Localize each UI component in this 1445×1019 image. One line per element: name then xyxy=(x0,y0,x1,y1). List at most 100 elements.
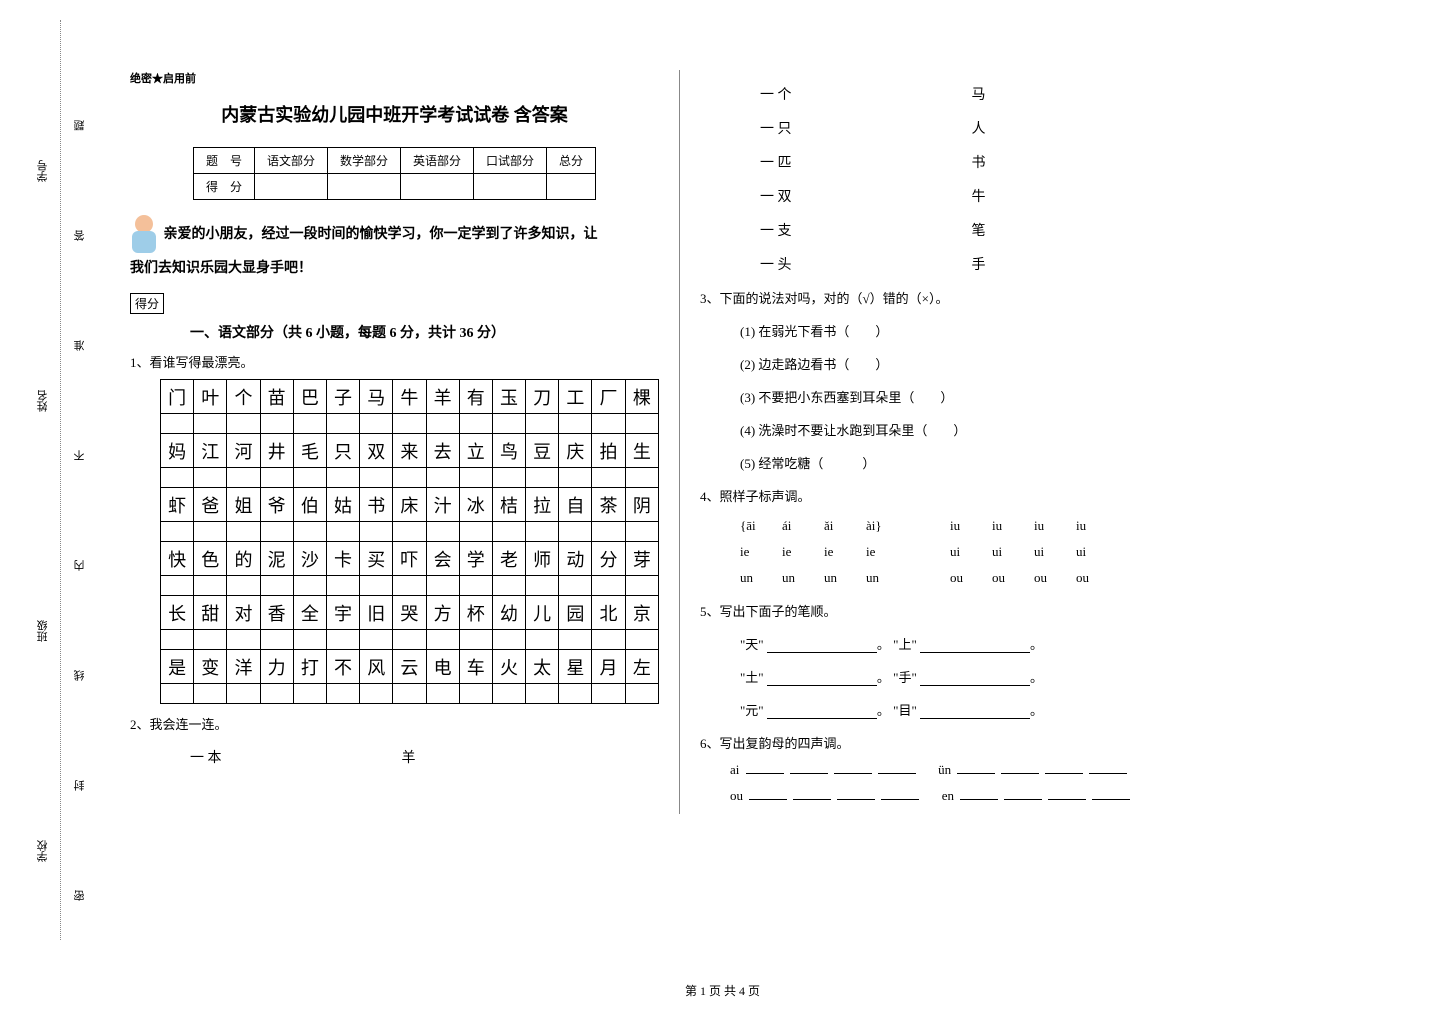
blank-cell[interactable] xyxy=(393,468,426,488)
blank-cell[interactable] xyxy=(360,468,393,488)
blank-cell[interactable] xyxy=(326,522,359,542)
tblank[interactable] xyxy=(837,788,875,800)
blank-cell[interactable] xyxy=(161,576,194,596)
blank-cell[interactable] xyxy=(459,630,492,650)
blank-cell[interactable] xyxy=(492,414,525,434)
blank-cell[interactable] xyxy=(293,468,326,488)
tblank[interactable] xyxy=(834,762,872,774)
blank[interactable] xyxy=(767,639,877,653)
blank-cell[interactable] xyxy=(526,630,559,650)
blank-cell[interactable] xyxy=(526,576,559,596)
blank-cell[interactable] xyxy=(227,576,260,596)
blank-cell[interactable] xyxy=(459,414,492,434)
tblank[interactable] xyxy=(878,762,916,774)
tblank[interactable] xyxy=(746,762,784,774)
blank-cell[interactable] xyxy=(293,684,326,704)
blank-cell[interactable] xyxy=(625,684,658,704)
blank-cell[interactable] xyxy=(326,414,359,434)
blank-cell[interactable] xyxy=(194,630,227,650)
blank-cell[interactable] xyxy=(260,522,293,542)
blank-cell[interactable] xyxy=(592,576,625,596)
blank-cell[interactable] xyxy=(161,630,194,650)
blank-cell[interactable] xyxy=(360,522,393,542)
blank-cell[interactable] xyxy=(360,576,393,596)
tblank[interactable] xyxy=(960,788,998,800)
blank-cell[interactable] xyxy=(260,414,293,434)
blank-cell[interactable] xyxy=(492,576,525,596)
blank-cell[interactable] xyxy=(592,684,625,704)
blank-cell[interactable] xyxy=(161,684,194,704)
blank-cell[interactable] xyxy=(393,576,426,596)
cell-1[interactable] xyxy=(254,174,327,200)
blank-cell[interactable] xyxy=(326,468,359,488)
blank-cell[interactable] xyxy=(426,414,459,434)
blank-cell[interactable] xyxy=(625,468,658,488)
blank-cell[interactable] xyxy=(426,576,459,596)
blank-cell[interactable] xyxy=(492,468,525,488)
blank-cell[interactable] xyxy=(625,522,658,542)
tblank[interactable] xyxy=(790,762,828,774)
blank-cell[interactable] xyxy=(293,522,326,542)
blank-cell[interactable] xyxy=(293,414,326,434)
blank-cell[interactable] xyxy=(592,414,625,434)
blank-cell[interactable] xyxy=(592,468,625,488)
blank-cell[interactable] xyxy=(194,522,227,542)
blank-cell[interactable] xyxy=(559,522,592,542)
tblank[interactable] xyxy=(1045,762,1083,774)
cell-4[interactable] xyxy=(474,174,547,200)
blank-cell[interactable] xyxy=(260,630,293,650)
blank-cell[interactable] xyxy=(393,414,426,434)
tblank[interactable] xyxy=(1004,788,1042,800)
tblank[interactable] xyxy=(1001,762,1039,774)
tblank[interactable] xyxy=(957,762,995,774)
blank-cell[interactable] xyxy=(559,468,592,488)
blank-cell[interactable] xyxy=(426,522,459,542)
cell-3[interactable] xyxy=(401,174,474,200)
tblank[interactable] xyxy=(749,788,787,800)
blank-cell[interactable] xyxy=(161,522,194,542)
blank-cell[interactable] xyxy=(592,630,625,650)
blank-cell[interactable] xyxy=(326,630,359,650)
blank-cell[interactable] xyxy=(194,576,227,596)
tblank[interactable] xyxy=(1048,788,1086,800)
tblank[interactable] xyxy=(881,788,919,800)
blank-cell[interactable] xyxy=(393,684,426,704)
blank-cell[interactable] xyxy=(459,522,492,542)
blank[interactable] xyxy=(767,672,877,686)
blank-cell[interactable] xyxy=(326,684,359,704)
blank-cell[interactable] xyxy=(459,576,492,596)
blank-cell[interactable] xyxy=(260,468,293,488)
blank-cell[interactable] xyxy=(360,630,393,650)
blank-cell[interactable] xyxy=(293,576,326,596)
blank-cell[interactable] xyxy=(459,468,492,488)
blank-cell[interactable] xyxy=(260,684,293,704)
blank-cell[interactable] xyxy=(194,468,227,488)
blank-cell[interactable] xyxy=(559,576,592,596)
blank-cell[interactable] xyxy=(227,468,260,488)
blank-cell[interactable] xyxy=(492,684,525,704)
blank-cell[interactable] xyxy=(426,468,459,488)
blank-cell[interactable] xyxy=(526,414,559,434)
blank-cell[interactable] xyxy=(360,684,393,704)
cell-5[interactable] xyxy=(547,174,596,200)
blank[interactable] xyxy=(920,639,1030,653)
blank-cell[interactable] xyxy=(559,684,592,704)
blank-cell[interactable] xyxy=(194,414,227,434)
blank-cell[interactable] xyxy=(559,414,592,434)
tblank[interactable] xyxy=(1089,762,1127,774)
blank-cell[interactable] xyxy=(161,414,194,434)
blank-cell[interactable] xyxy=(559,630,592,650)
blank-cell[interactable] xyxy=(227,684,260,704)
blank-cell[interactable] xyxy=(227,630,260,650)
blank-cell[interactable] xyxy=(592,522,625,542)
tblank[interactable] xyxy=(793,788,831,800)
blank-cell[interactable] xyxy=(426,630,459,650)
blank-cell[interactable] xyxy=(492,522,525,542)
blank-cell[interactable] xyxy=(194,684,227,704)
blank-cell[interactable] xyxy=(360,414,393,434)
cell-2[interactable] xyxy=(327,174,400,200)
blank-cell[interactable] xyxy=(492,630,525,650)
blank-cell[interactable] xyxy=(459,684,492,704)
blank-cell[interactable] xyxy=(625,630,658,650)
blank-cell[interactable] xyxy=(526,684,559,704)
